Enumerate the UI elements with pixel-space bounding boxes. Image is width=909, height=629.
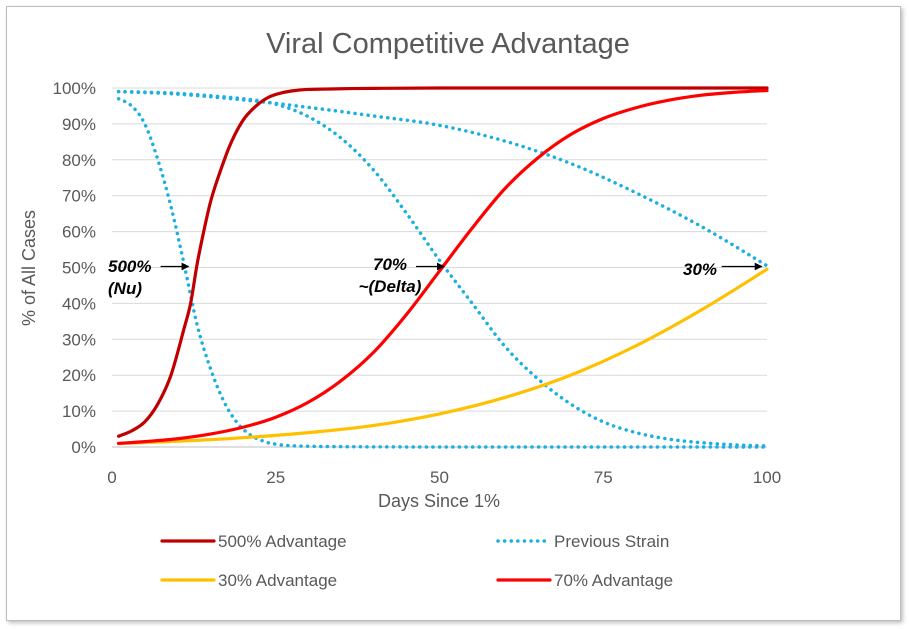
- series-line-30-advantage: [116, 267, 769, 446]
- annotation-label: 500% (Nu): [108, 257, 151, 298]
- y-axis-label: % of All Cases: [19, 210, 39, 326]
- legend-item: Previous Strain: [496, 532, 669, 551]
- y-tick-label: 70%: [62, 187, 96, 206]
- legend-item: 30% Advantage: [160, 571, 337, 590]
- legend: 500% Advantage Previous Strain 30% Advanta…: [160, 532, 673, 590]
- legend-item: 500% Advantage: [160, 532, 347, 551]
- x-tick-label: 75: [594, 468, 613, 487]
- y-tick-label: 30%: [62, 330, 96, 349]
- gridlines: [112, 87, 767, 448]
- chart-title: Viral Competitive Advantage: [266, 28, 630, 60]
- series-line-500-advantage: [116, 86, 769, 438]
- x-axis-label: Days Since 1%: [378, 491, 500, 511]
- annotations: 500% (Nu) 70% ~(Delta) 30%: [108, 255, 763, 298]
- x-tick-label: 50: [430, 468, 449, 487]
- series-line-previous-strain: [116, 97, 769, 449]
- y-tick-label: 80%: [62, 151, 96, 170]
- y-tick-label: 100%: [53, 79, 96, 98]
- series-line-70-advantage: [116, 88, 769, 446]
- x-tick-labels: 0 25 50 75 100: [107, 468, 781, 487]
- legend-item: 70% Advantage: [496, 571, 673, 590]
- annotation-label: 30%: [683, 260, 717, 279]
- legend-label: 30% Advantage: [218, 571, 337, 590]
- y-tick-label: 0%: [71, 438, 96, 457]
- y-tick-label: 20%: [62, 366, 96, 385]
- x-tick-label: 0: [107, 468, 116, 487]
- series-lines: [116, 86, 769, 449]
- x-tick-label: 25: [266, 468, 285, 487]
- y-tick-label: 40%: [62, 294, 96, 313]
- chart-frame: [6, 6, 901, 621]
- y-tick-label: 60%: [62, 223, 96, 242]
- series-line-previous-strain: [116, 89, 769, 268]
- x-tick-label: 100: [753, 468, 781, 487]
- legend-label: 70% Advantage: [554, 571, 673, 590]
- y-tick-label: 50%: [62, 259, 96, 278]
- y-tick-labels: 0% 10% 20% 30% 40% 50% 60% 70% 80% 90% 100%: [53, 79, 96, 457]
- annotation-label: 70% ~(Delta): [359, 255, 422, 296]
- y-tick-label: 90%: [62, 115, 96, 134]
- legend-label: 500% Advantage: [218, 532, 347, 551]
- y-tick-label: 10%: [62, 402, 96, 421]
- legend-label: Previous Strain: [554, 532, 669, 551]
